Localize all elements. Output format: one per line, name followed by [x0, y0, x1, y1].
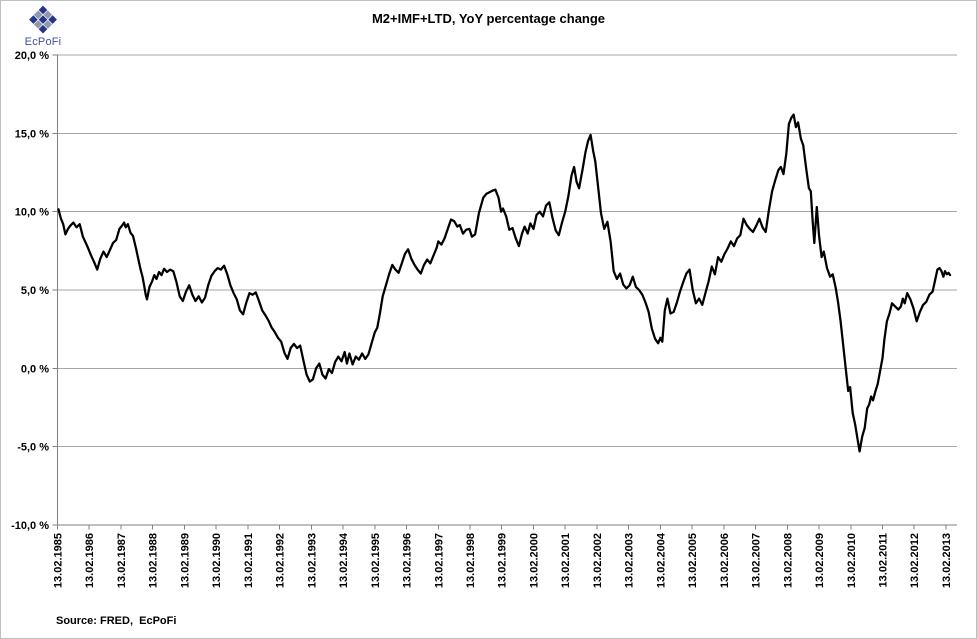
x-tick-label: 13.02.1990 — [211, 533, 223, 588]
x-tick-label: 13.02.2010 — [846, 533, 858, 588]
chart-title: M2+IMF+LTD, YoY percentage change — [371, 11, 606, 26]
x-axis-ticks — [57, 525, 947, 530]
y-tick-label: -5,0 % — [17, 442, 49, 454]
x-tick-label: 13.02.1993 — [306, 533, 318, 588]
x-tick-label: 13.02.1998 — [465, 533, 477, 588]
x-tick-label: 13.02.1991 — [243, 533, 255, 588]
x-tick-label: 13.02.2005 — [687, 533, 699, 588]
y-tick-label: 0,0 % — [21, 363, 49, 375]
x-tick-label: 13.02.1996 — [402, 533, 414, 588]
x-tick-label: 13.02.2013 — [941, 533, 953, 588]
y-tick-label: -10,0 % — [11, 520, 49, 532]
y-tick-label: 15,0 % — [15, 128, 49, 140]
ecpofi-logo: EcPoFi — [15, 4, 71, 48]
x-tick-label: 13.02.1995 — [370, 533, 382, 588]
y-axis-ticks — [52, 54, 58, 526]
ecpofi-logo-text: EcPoFi — [24, 36, 62, 48]
source-note: Source: FRED, EcPoFi — [56, 615, 177, 627]
x-tick-label: 13.02.1999 — [497, 533, 509, 588]
y-tick-labels: 20,0 % 15,0 % 10,0 % 5,0 % 0,0 % -5,0 % -10,0 … — [11, 50, 49, 532]
x-tick-labels: 13.02.1985 13.02.1986 13.02.1987 13.02.1988… — [53, 532, 953, 588]
ecpofi-logo-icon — [29, 5, 57, 34]
x-tick-label: 13.02.1994 — [338, 532, 350, 588]
x-tick-label: 13.02.2009 — [814, 533, 826, 588]
x-tick-label: 13.02.2011 — [877, 533, 889, 587]
x-tick-label: 13.02.1987 — [116, 533, 128, 588]
x-tick-label: 13.02.1997 — [433, 533, 445, 588]
y-tick-label: 20,0 % — [15, 50, 49, 62]
y-tick-label: 5,0 % — [21, 285, 49, 297]
x-tick-label: 13.02.1985 — [53, 533, 65, 588]
x-tick-label: 13.02.2007 — [751, 533, 763, 588]
x-tick-label: 13.02.2006 — [719, 533, 731, 588]
x-tick-label: 13.02.1992 — [275, 533, 287, 588]
y-gridlines — [57, 54, 957, 448]
x-tick-label: 13.02.2001 — [560, 533, 572, 588]
series-layer — [57, 113, 952, 453]
x-tick-label: 13.02.1989 — [179, 533, 191, 588]
x-tick-label: 13.02.2000 — [528, 533, 540, 588]
x-tick-label: 13.02.2012 — [909, 533, 921, 588]
x-tick-label: 13.02.2002 — [592, 533, 604, 588]
x-tick-label: 13.02.2004 — [655, 532, 667, 588]
series-path — [57, 113, 952, 453]
x-tick-label: 13.02.2003 — [624, 533, 636, 588]
y-tick-label: 10,0 % — [15, 207, 49, 219]
x-tick-label: 13.02.1986 — [84, 533, 96, 588]
x-tick-label: 13.02.1988 — [148, 533, 160, 588]
x-tick-label: 13.02.2008 — [782, 533, 794, 588]
